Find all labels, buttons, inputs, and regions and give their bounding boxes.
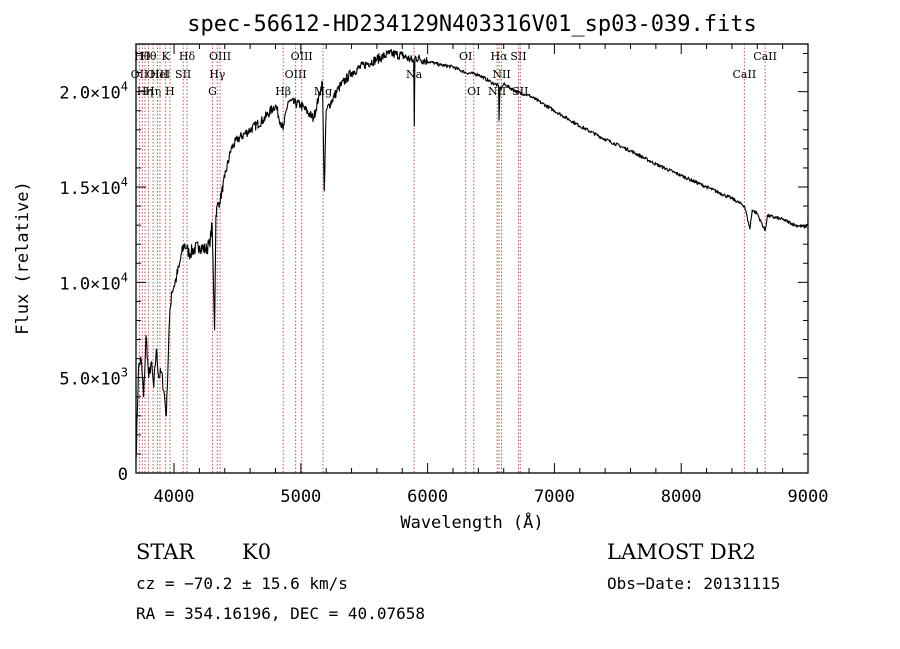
marker-label-13: OIII — [209, 50, 231, 63]
y-tick-exponent-1: 3 — [121, 366, 128, 380]
observation-date: Obs−Date: 20131115 — [607, 574, 781, 593]
marker-label-21: NII — [488, 85, 506, 98]
marker-label-4: Hη — [145, 85, 161, 98]
marker-label-16: OIII — [291, 50, 313, 63]
marker-label-15: OIII — [285, 68, 307, 81]
spectral-line-markers: OIIHθHηHθHηOIIIHeIKHSIIHδGHγOIIIHβOIIIOI… — [131, 44, 777, 473]
x-tick-label-2: 6000 — [407, 487, 448, 507]
y-tick-mantissa-2: 1.0×10 — [59, 274, 120, 294]
object-subclass: K0 — [242, 540, 272, 564]
y-tick-exponent-3: 4 — [121, 175, 128, 189]
marker-label-22: Hα — [490, 50, 508, 63]
marker-label-19: OI — [459, 50, 472, 63]
y-tick-mantissa-3: 1.5×10 — [59, 179, 120, 199]
marker-label-6: HeI — [150, 68, 170, 81]
y-tick-mantissa-4: 2.0×10 — [59, 84, 120, 104]
marker-label-20: OI — [467, 85, 480, 98]
marker-label-27: CaII — [753, 50, 777, 63]
redshift-readout: cz = −70.2 ± 15.6 km/s — [136, 574, 348, 593]
y-tick-label-4: 2.0×104 — [59, 80, 128, 104]
y-tick-label-2: 1.0×104 — [59, 270, 128, 294]
marker-label-26: CaII — [733, 68, 757, 81]
chart-title: spec-56612-HD234129N403316V01_sp03-039.f… — [187, 12, 757, 37]
y-tick-exponent-2: 4 — [121, 270, 128, 284]
y-tick-mantissa-0: 0 — [118, 465, 128, 485]
y-tick-label-3: 1.5×104 — [59, 175, 128, 199]
spectrum-chart: spec-56612-HD234129N403316V01_sp03-039.f… — [13, 12, 829, 533]
marker-label-9: SII — [175, 68, 191, 81]
marker-label-14: Hβ — [275, 85, 291, 98]
x-tick-label-1: 5000 — [280, 487, 321, 507]
y-tick-exponent-4: 4 — [121, 80, 128, 94]
y-tick-label-0: 0 — [118, 465, 128, 485]
x-axis-ticks: 4000 5000 6000 7000 8000 9000 — [154, 44, 829, 507]
spectrum-series-line — [135, 48, 809, 460]
x-tick-label-3: 7000 — [534, 487, 575, 507]
x-tick-label-0: 4000 — [154, 487, 195, 507]
y-tick-label-1: 5.0×103 — [59, 366, 128, 390]
plot-frame — [135, 43, 809, 474]
survey-name: LAMOST DR2 — [607, 540, 756, 564]
marker-label-7: K — [162, 50, 171, 63]
marker-label-8: H — [165, 85, 175, 98]
y-axis-label: Flux (relative) — [13, 181, 33, 335]
marker-label-12: Hγ — [209, 68, 226, 81]
marker-label-23: NII — [492, 68, 510, 81]
marker-label-11: G — [208, 85, 217, 98]
marker-label-10: Hδ — [179, 50, 196, 63]
coordinates-readout: RA = 354.16196, DEC = 40.07658 — [136, 604, 425, 623]
marker-label-5: OIII — [146, 68, 168, 81]
marker-label-0: OII — [131, 68, 149, 81]
object-class: STAR — [136, 540, 195, 564]
x-tick-label-4: 8000 — [661, 487, 702, 507]
y-tick-mantissa-1: 5.0×10 — [59, 370, 120, 390]
x-tick-label-5: 9000 — [788, 487, 829, 507]
marker-label-24: SII — [510, 50, 526, 63]
marker-label-3: Hθ — [140, 50, 157, 63]
x-axis-label: Wavelength (Å) — [400, 511, 543, 533]
